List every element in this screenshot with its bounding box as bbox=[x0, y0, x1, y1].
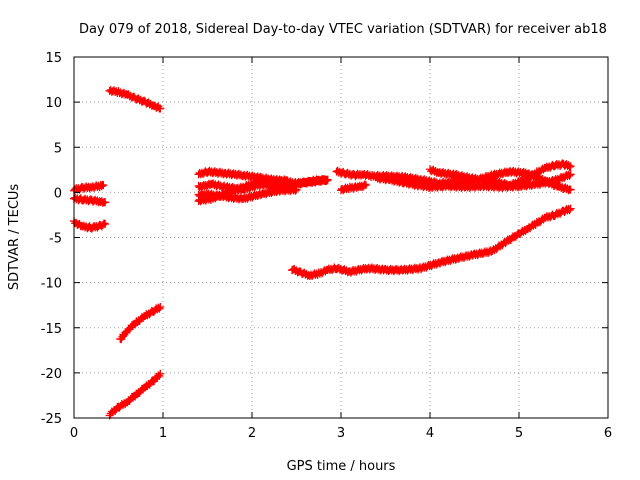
data-point bbox=[156, 104, 165, 113]
y-tick-label: -25 bbox=[41, 412, 62, 427]
data-point bbox=[565, 171, 574, 180]
y-tick-label: 15 bbox=[45, 51, 62, 66]
data-series bbox=[70, 193, 110, 207]
data-point bbox=[566, 170, 575, 179]
y-tick-label: 5 bbox=[54, 141, 62, 156]
data-point bbox=[291, 186, 300, 195]
data-point bbox=[292, 185, 301, 194]
x-axis-title: GPS time / hours bbox=[287, 459, 396, 474]
y-tick-label: -15 bbox=[41, 322, 62, 337]
x-tick-label: 2 bbox=[248, 426, 256, 441]
x-tick-label: 3 bbox=[337, 426, 345, 441]
data-point bbox=[97, 182, 106, 191]
y-axis-title: SDTVAR / TECUs bbox=[7, 184, 22, 291]
data-points bbox=[70, 86, 575, 420]
data-point bbox=[361, 181, 370, 190]
grid bbox=[74, 57, 608, 418]
y-tick-labels: -25 -20 -15 -10 -5 0 5 10 15 bbox=[41, 51, 62, 427]
data-series bbox=[426, 159, 575, 190]
x-tick-label: 4 bbox=[426, 426, 434, 441]
data-point bbox=[101, 198, 110, 207]
data-series bbox=[70, 217, 110, 233]
y-tick-label: -10 bbox=[41, 277, 62, 292]
data-point bbox=[99, 181, 108, 190]
y-tick-label: -5 bbox=[49, 232, 62, 247]
data-point bbox=[156, 302, 165, 311]
data-series bbox=[337, 180, 370, 195]
y-tick-label: -20 bbox=[41, 367, 62, 382]
data-series bbox=[194, 184, 301, 204]
data-point bbox=[156, 369, 165, 378]
data-series bbox=[288, 204, 575, 281]
x-tick-label: 6 bbox=[604, 426, 612, 441]
data-point bbox=[565, 206, 574, 215]
data-series bbox=[105, 86, 165, 113]
data-point bbox=[566, 204, 575, 213]
axis-ticks bbox=[73, 56, 609, 419]
data-series bbox=[116, 302, 165, 344]
data-point bbox=[323, 175, 332, 184]
data-point bbox=[155, 304, 164, 313]
x-tick-label: 1 bbox=[159, 426, 167, 441]
x-tick-labels: 0 1 2 3 4 5 6 bbox=[70, 426, 612, 441]
data-point bbox=[283, 176, 292, 185]
data-point bbox=[566, 185, 575, 194]
data-series bbox=[105, 369, 165, 420]
data-point bbox=[101, 219, 110, 228]
y-tick-label: 0 bbox=[54, 186, 62, 201]
y-tick-label: 10 bbox=[45, 96, 62, 111]
data-point bbox=[565, 163, 574, 172]
data-point bbox=[566, 162, 575, 171]
x-tick-label: 5 bbox=[515, 426, 523, 441]
x-tick-label: 0 bbox=[70, 426, 78, 441]
chart-title: Day 079 of 2018, Sidereal Day-to-day VTE… bbox=[79, 22, 607, 37]
data-point bbox=[360, 180, 369, 189]
